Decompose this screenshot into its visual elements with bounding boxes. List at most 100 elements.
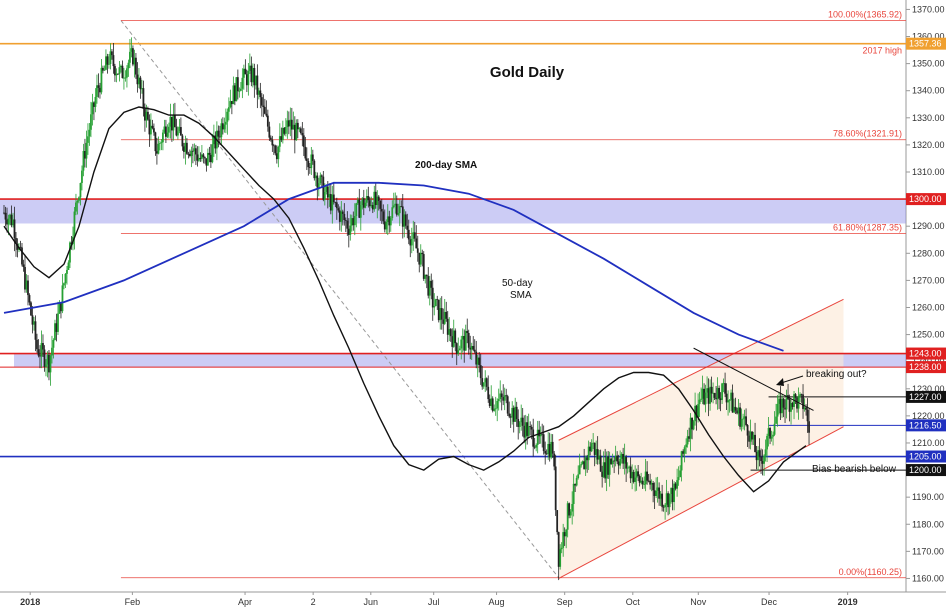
candle-body [220, 123, 223, 138]
candle-body [713, 392, 716, 398]
candle-body [4, 212, 7, 220]
price-tick-label: 1190.00 [912, 492, 944, 502]
candle-body [422, 254, 425, 279]
candle-body [205, 158, 208, 166]
candle-body [178, 127, 181, 132]
candle-body [135, 57, 137, 75]
candle-body [706, 388, 708, 393]
candle-body [39, 355, 41, 357]
candle-body [437, 299, 440, 321]
candle-body [406, 225, 409, 230]
candle-body [544, 451, 547, 454]
candle-body [361, 198, 364, 206]
candle-body [371, 205, 374, 210]
candle-body [653, 490, 656, 496]
candle-body [595, 449, 598, 455]
candle-body [754, 434, 756, 452]
candle-body [313, 160, 316, 179]
price-tick-label: 1310.00 [912, 167, 945, 177]
candle-body [803, 407, 806, 410]
candle-body [602, 462, 605, 477]
time-tick-label: Sep [557, 597, 573, 607]
candle-body [377, 196, 380, 201]
candle-body [433, 306, 436, 308]
candle-body [174, 115, 176, 128]
candle-body [105, 56, 107, 70]
candle-body [353, 216, 356, 226]
candle-body [34, 321, 37, 340]
candle-body [272, 145, 275, 147]
candle-body [730, 392, 732, 401]
candle-body [614, 455, 617, 461]
candle-body [611, 460, 614, 465]
candle-body [431, 287, 434, 308]
candle-body [647, 480, 650, 482]
candle-body [596, 449, 599, 460]
candle-body [644, 471, 647, 485]
candle-body [572, 483, 575, 505]
candle-body [449, 329, 452, 337]
candle-body [84, 151, 86, 159]
candle-body [117, 73, 119, 75]
candle-body [547, 443, 550, 455]
candle-body [268, 126, 271, 138]
candle-body [451, 336, 454, 347]
candle-body [290, 119, 293, 130]
candle-body [3, 212, 5, 214]
candle-body [184, 142, 187, 152]
candle-body [277, 146, 280, 160]
candle-body [565, 529, 568, 537]
candle-body [419, 252, 422, 265]
candle-body [553, 453, 556, 467]
candle-body [36, 339, 38, 350]
candle-body [114, 66, 116, 76]
candle-body [31, 315, 34, 325]
candle-body [790, 403, 792, 412]
candle-body [383, 221, 386, 230]
candle-body [132, 48, 134, 65]
sma-50-label-line1: 50-day [502, 278, 533, 289]
price-tick-label: 1170.00 [912, 546, 944, 556]
price-tag-label: 1357.36 [909, 39, 942, 49]
candle-body [551, 441, 554, 454]
candle-body [646, 471, 649, 481]
candle-body [593, 442, 596, 455]
candle-body [467, 332, 470, 348]
candle-body [337, 208, 340, 211]
candle-body [424, 274, 427, 279]
candle-body [150, 125, 152, 135]
candle-body [355, 203, 358, 217]
price-tick-label: 1230.00 [912, 384, 945, 394]
candle-body [619, 458, 622, 466]
candle-body [58, 302, 61, 314]
candle-body [224, 121, 227, 125]
candle-body [227, 107, 230, 112]
candle-body [443, 311, 446, 324]
candle-body [478, 357, 481, 366]
candle-body [398, 206, 401, 214]
sma-50-line [3, 106, 807, 493]
bias-label: Bias bearish below [812, 464, 897, 475]
candle-body [100, 67, 103, 93]
candle-body [329, 194, 332, 211]
candle-body [466, 330, 469, 333]
candle-body [94, 96, 97, 107]
candle-body [392, 205, 395, 208]
candle-body [724, 383, 726, 394]
candle-body [434, 299, 437, 307]
candle-body [266, 115, 269, 127]
candle-body [592, 442, 595, 444]
price-tag-label: 1238.00 [909, 362, 942, 372]
candle-body [721, 383, 723, 400]
candle-body [251, 68, 254, 83]
candle-body [394, 203, 397, 206]
candle-body [82, 151, 85, 171]
candle-body [344, 219, 347, 221]
candle-body [168, 126, 170, 133]
breakout-label: breaking out? [806, 369, 867, 380]
support-resistance-zone [0, 199, 906, 224]
candle-body [649, 480, 652, 485]
candle-body [91, 102, 94, 115]
candle-body [88, 129, 91, 137]
sma-50-label-line2: SMA [510, 290, 532, 301]
